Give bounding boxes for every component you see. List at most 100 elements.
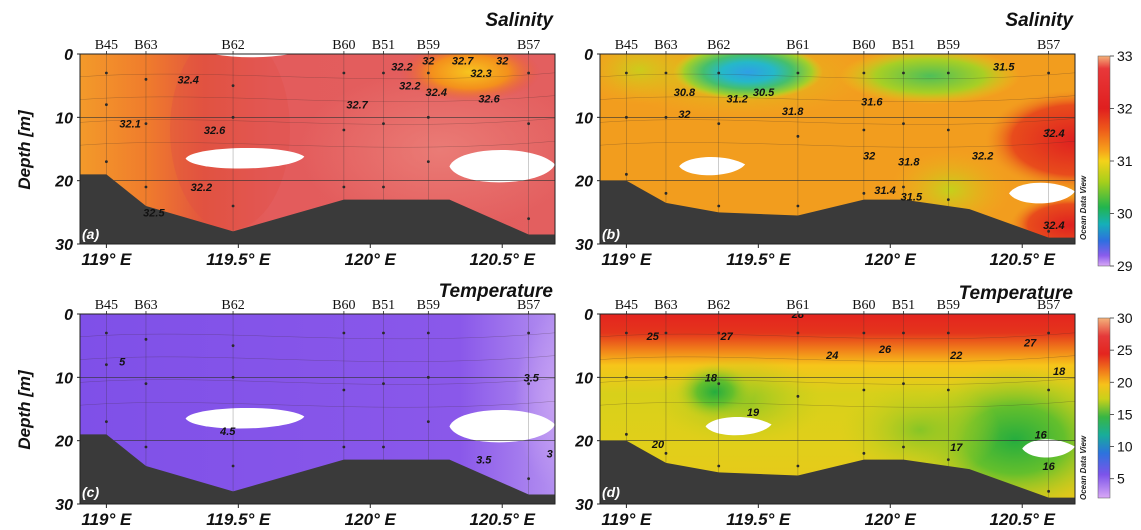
contour-label: 32.3 (470, 68, 491, 80)
y-tick-label: 20 (54, 174, 73, 191)
sample-point (426, 375, 430, 379)
sample-point (946, 71, 950, 75)
sample-point (624, 432, 628, 436)
sample-point (664, 451, 668, 455)
contour-line (600, 118, 1075, 125)
colorbar-tick-label: 20 (1117, 374, 1133, 390)
sample-point (902, 445, 905, 449)
x-tick-label: 119.5° E (726, 250, 791, 269)
colorbar-tick-label: 30 (1117, 206, 1133, 222)
station-label: B59 (417, 38, 440, 53)
sample-point (1047, 388, 1051, 392)
contour-line (80, 355, 555, 362)
sample-point (382, 382, 385, 386)
station-label: B61 (786, 298, 809, 313)
contour-line (600, 401, 1075, 408)
seafloor (80, 434, 555, 504)
y-tick-label: 30 (55, 497, 73, 514)
watermark-odv-d: Ocean Data View (1079, 435, 1088, 500)
contour-line (600, 332, 1075, 340)
sample-point (104, 420, 108, 424)
sample-point (664, 191, 668, 195)
y-tick-label: 10 (575, 370, 593, 387)
sample-point (104, 103, 108, 107)
station-label: B60 (852, 38, 875, 53)
sample-point (624, 172, 628, 176)
x-tick-label: 119° E (601, 250, 652, 269)
sample-point (231, 204, 235, 208)
station-label: B51 (892, 38, 915, 53)
sample-point (862, 388, 866, 392)
x-tick-label: 119° E (81, 510, 132, 529)
colorbar-tick-label: 5 (1117, 471, 1125, 487)
contour-label: 3 (547, 448, 553, 460)
sample-point (1047, 71, 1051, 75)
sample-point (144, 185, 148, 189)
sample-point (382, 185, 385, 189)
sample-point (946, 331, 950, 335)
x-tick-label: 120° E (865, 250, 917, 269)
contour-label: 16 (1042, 461, 1055, 473)
sample-point (342, 185, 346, 189)
sample-point (382, 331, 385, 335)
x-tick-label: 119.5° E (726, 510, 791, 529)
sample-point (664, 71, 668, 75)
station-label: B63 (654, 38, 677, 53)
contour-label: 31.2 (727, 93, 748, 105)
station-label: B57 (517, 38, 540, 53)
contour-label: 27 (720, 331, 734, 343)
x-tick-label: 120.5° E (470, 250, 536, 269)
station-label: B51 (372, 298, 395, 313)
contour-label: 3.5 (524, 372, 540, 384)
station-label: B51 (892, 298, 915, 313)
sample-point (144, 122, 148, 126)
y-axis-label-a: Depth [m] (15, 109, 34, 190)
x-tick-label: 120.5° E (990, 510, 1056, 529)
sample-point (946, 458, 950, 462)
contour-label: 18 (705, 372, 718, 384)
x-tick-label: 119° E (81, 250, 132, 269)
contour-label: 20 (651, 439, 665, 451)
sample-point (1047, 229, 1051, 233)
contour-label: 32 (678, 109, 690, 121)
y-tick-label: 0 (584, 307, 593, 324)
contour-line (80, 378, 555, 385)
seafloor (600, 440, 1075, 504)
sample-point (624, 375, 628, 379)
contour-line (80, 332, 555, 340)
contour-label: 3.5 (476, 455, 492, 467)
contour-line (600, 95, 1075, 102)
contour-label: 31.6 (861, 97, 883, 109)
station-label: B62 (707, 38, 730, 53)
seafloor (80, 174, 555, 244)
surface-gap (212, 54, 291, 58)
y-tick-label: 20 (574, 434, 593, 451)
station-label: B60 (852, 298, 875, 313)
sample-point (231, 84, 235, 88)
y-tick-label: 10 (575, 110, 593, 127)
sample-point (902, 331, 905, 335)
sample-point (902, 185, 905, 189)
sample-point (664, 375, 668, 379)
station-label: B62 (221, 298, 244, 313)
contour-label: 32.7 (346, 100, 368, 112)
contour-label: 25 (646, 331, 660, 343)
y-tick-label: 10 (55, 370, 73, 387)
sample-point (527, 71, 531, 75)
contour-label: 31.5 (993, 62, 1015, 74)
contour-label: 30.8 (674, 87, 696, 99)
station-label: B45 (615, 38, 638, 53)
plot-frame (599, 53, 1076, 245)
sample-point (946, 128, 950, 132)
sample-point (664, 331, 668, 335)
contour-label: 30.5 (753, 87, 775, 99)
sample-point (144, 382, 148, 386)
station-label: B60 (332, 298, 355, 313)
y-axis-label-c: Depth [m] (15, 369, 34, 450)
colorbar-tick-label: 30 (1117, 310, 1133, 326)
contour-line (80, 401, 555, 408)
sample-point (1047, 331, 1051, 335)
sample-point (144, 77, 148, 81)
sample-point (104, 331, 108, 335)
